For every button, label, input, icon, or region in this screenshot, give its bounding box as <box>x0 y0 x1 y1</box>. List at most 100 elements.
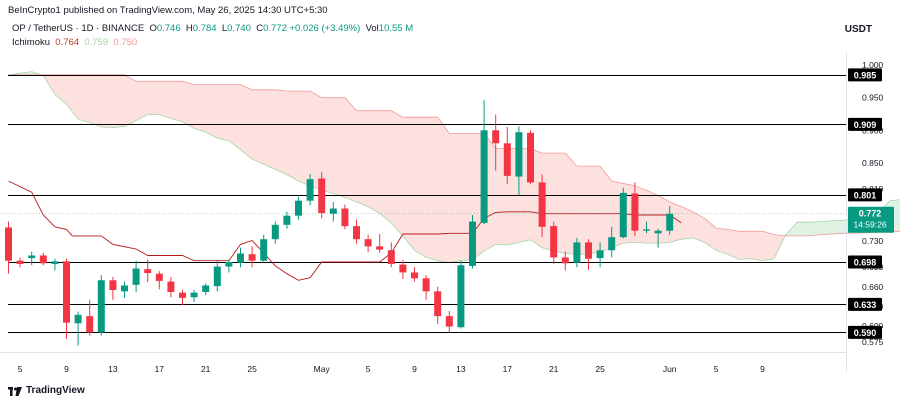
candle-up <box>74 314 82 324</box>
candle-down <box>39 255 47 264</box>
level-price-badge <box>848 188 882 202</box>
candle-up <box>132 268 140 285</box>
level-price-label: 0.590 <box>854 328 877 338</box>
candle-up <box>619 192 627 238</box>
candle-down <box>167 281 175 292</box>
ichimoku-value-3: 0.750 <box>113 37 138 48</box>
time-tick-label: 17 <box>155 364 165 374</box>
base-line <box>8 180 682 281</box>
candle-down <box>63 261 70 323</box>
candle-down <box>399 264 407 273</box>
candle-up <box>190 292 198 298</box>
candle-up <box>271 224 279 240</box>
candle-up <box>515 132 523 177</box>
price-tick-label: 0.950 <box>862 93 884 103</box>
ichimoku-legend: Ichimoku 0.764 0.759 0.750 <box>12 37 137 48</box>
candle-down <box>492 130 500 144</box>
candlesticks <box>5 100 674 346</box>
chart-header: BeInCrypto1 published on TradingView.com… <box>0 0 900 52</box>
tradingview-logo[interactable]: TradingView <box>8 385 85 396</box>
ichimoku-value-1: 0.764 <box>55 37 80 48</box>
candle-up <box>213 266 221 287</box>
candle-down <box>434 291 442 317</box>
currency-label: USDT <box>844 24 872 35</box>
time-tick-label: 25 <box>247 364 257 374</box>
level-price-label: 0.909 <box>854 120 877 130</box>
candle-up <box>260 239 268 261</box>
level-price-label: 0.801 <box>854 190 877 200</box>
time-axis: 5 9 13 17 21 25 May 5 9 13 17 21 25 Jun 5 9 <box>0 352 846 374</box>
time-tick-label: May <box>314 364 331 374</box>
symbol-name[interactable]: OP / TetherUS · 1D · BINANCE <box>12 23 145 34</box>
price-tick-label: 1.000 <box>862 60 884 70</box>
candle-up <box>596 250 604 259</box>
candle-down <box>445 316 453 327</box>
time-tick-label: 5 <box>714 364 719 374</box>
leading-span-a <box>8 71 900 264</box>
time-tick-label: 21 <box>201 364 211 374</box>
candle-down <box>631 193 639 231</box>
price-tick-label: 0.600 <box>862 321 884 331</box>
candle-down <box>550 226 558 258</box>
time-tick-label: 25 <box>595 364 605 374</box>
ichimoku-value-2: 0.759 <box>84 37 109 48</box>
bar-countdown-label: 14:59:26 <box>853 220 886 230</box>
price-tick-label: 0.575 <box>862 337 884 347</box>
candle-down <box>109 280 117 291</box>
price-tick-label: 0.730 <box>862 236 884 246</box>
time-tick-label: 5 <box>366 364 371 374</box>
candle-up <box>457 265 465 328</box>
time-tick-label: 9 <box>412 364 417 374</box>
candle-up <box>51 261 59 264</box>
ohlc-high: H0.784 <box>185 23 217 34</box>
candle-down <box>561 257 569 264</box>
candle-down <box>411 272 418 279</box>
time-tick-label: 17 <box>503 364 513 374</box>
tradingview-brand: TradingView <box>26 385 85 396</box>
ichimoku-base-line <box>8 180 682 281</box>
candle-down <box>376 246 384 250</box>
candle-up <box>666 213 674 231</box>
candle-down <box>527 132 534 183</box>
candle-down <box>364 239 372 247</box>
candle-down <box>341 208 349 227</box>
level-price-badge <box>848 255 882 269</box>
level-price-label: 0.698 <box>854 258 877 268</box>
candle-down <box>585 242 592 259</box>
price-tick-label: 0.850 <box>862 158 884 168</box>
ichimoku-label[interactable]: Ichimoku <box>12 37 51 48</box>
candle-up <box>225 262 233 267</box>
time-tick-label: 21 <box>549 364 559 374</box>
candle-up <box>643 229 650 231</box>
candle-up <box>283 215 291 225</box>
candle-up <box>237 253 244 263</box>
candle-up <box>329 208 337 214</box>
level-price-badge <box>848 68 882 82</box>
level-price-label: 0.985 <box>854 70 877 80</box>
ohlc-low: L0.740 <box>221 23 251 34</box>
time-tick-label: 13 <box>456 364 466 374</box>
level-price-badge <box>848 325 882 339</box>
candle-up <box>295 200 302 216</box>
candle-up <box>480 130 488 223</box>
candle-down <box>155 273 163 281</box>
ohlc-close: C0.772 <box>256 23 287 34</box>
candle-up <box>306 179 314 201</box>
price-change: +0.026 (+3.49%) <box>289 23 361 34</box>
candle-up <box>469 221 476 266</box>
candle-down <box>503 143 511 176</box>
ohlc-open: O0.746 <box>149 23 181 34</box>
candle-up <box>28 255 36 259</box>
time-tick-label: 13 <box>108 364 118 374</box>
candle-down <box>248 254 256 261</box>
candle-down <box>387 250 395 264</box>
price-axis: 1.0000.9500.9000.8500.8100.7700.7300.690… <box>0 52 894 372</box>
leading-span-b <box>8 74 900 237</box>
candle-down <box>179 292 186 298</box>
candle-down <box>86 316 94 333</box>
level-price-label: 0.633 <box>854 300 877 310</box>
candle-up <box>573 242 581 263</box>
candle-down <box>422 278 430 292</box>
last-price-label: 0.772 <box>859 209 882 219</box>
